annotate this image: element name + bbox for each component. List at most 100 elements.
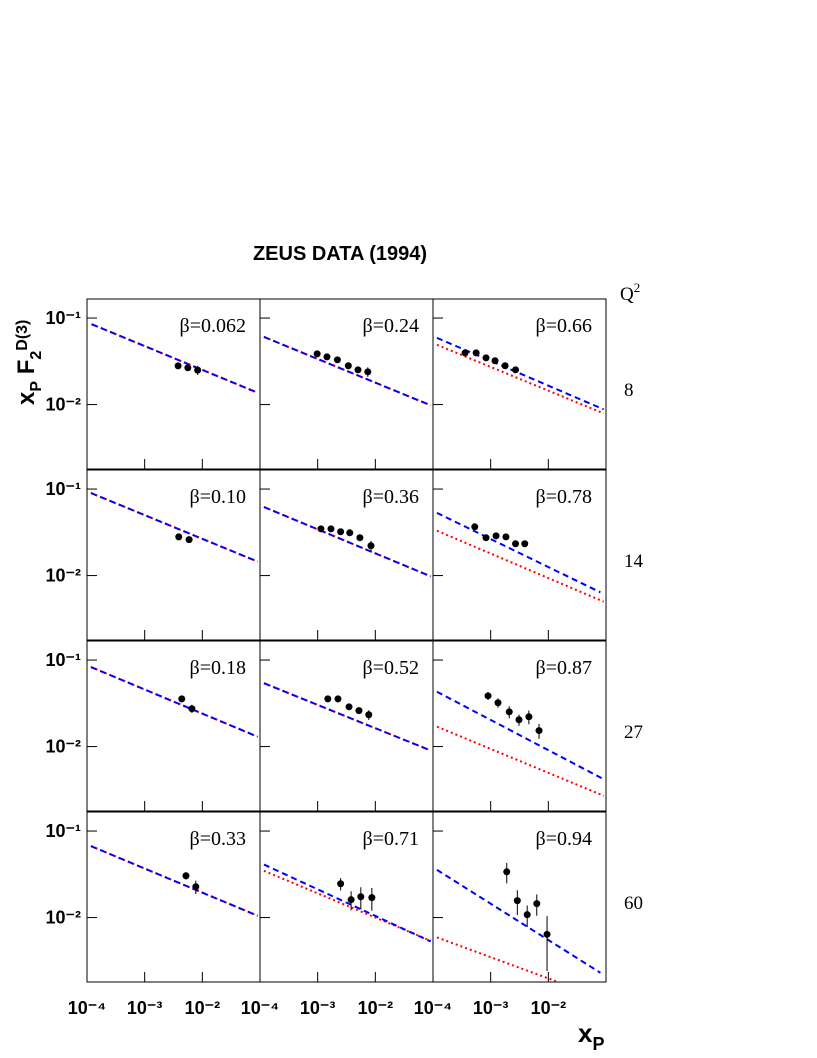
model-line — [263, 506, 432, 578]
y-label-part: x — [13, 391, 40, 405]
data-point — [174, 362, 182, 370]
models — [436, 690, 605, 797]
data-point — [327, 525, 335, 533]
panel: 10⁻⁴ 10⁻³ 10⁻² 10⁻² 10⁻¹ β=0.33 — [45, 811, 261, 1018]
panel: 10⁻² 10⁻¹ β=0.062 — [45, 298, 261, 470]
y-tick-label: 10⁻² — [45, 737, 81, 757]
panel-label: β=0.52 — [363, 657, 419, 679]
x-tick-label: 10⁻⁴ — [241, 998, 279, 1018]
data-point — [324, 695, 332, 703]
data-point — [505, 708, 513, 716]
x-tick-label: 10⁻³ — [127, 998, 163, 1018]
panel-label: β=0.87 — [536, 657, 592, 679]
y-label-part: 2 — [28, 351, 45, 360]
panel-label: β=0.24 — [363, 315, 419, 337]
panel-label: β=0.94 — [536, 828, 592, 850]
y-label-part: F — [13, 360, 40, 381]
data-point — [355, 707, 363, 715]
panel: β=0.52 — [259, 640, 434, 812]
data-point — [317, 525, 325, 533]
data-point — [525, 713, 533, 721]
data-point — [354, 366, 362, 374]
panel-frame — [432, 811, 607, 983]
models — [90, 845, 259, 917]
y-tick-label: 10⁻² — [45, 395, 81, 415]
x-tick-label: 10⁻³ — [473, 998, 509, 1018]
data-point — [492, 532, 500, 540]
data-point — [512, 366, 520, 374]
data-point — [185, 536, 193, 544]
data-point — [344, 362, 352, 370]
panel-label: β=0.71 — [363, 828, 419, 850]
data-point — [501, 362, 509, 370]
y-tick-label: 10⁻² — [45, 566, 81, 586]
models — [436, 512, 605, 603]
panel-label: β=0.18 — [190, 657, 246, 679]
models — [90, 492, 259, 563]
model-line — [263, 336, 432, 407]
data-point — [491, 357, 499, 365]
x-label-main: x — [578, 1018, 593, 1048]
data-point — [471, 523, 479, 531]
y-tick-label: 10⁻¹ — [45, 650, 81, 670]
panel: β=0.87 — [432, 640, 607, 812]
data-point — [313, 350, 321, 358]
data-point — [482, 534, 490, 542]
data-point — [521, 540, 529, 548]
panel-label: β=0.062 — [180, 315, 246, 337]
data-point — [513, 897, 521, 905]
models — [263, 863, 432, 943]
data-point — [365, 711, 373, 719]
model-line — [436, 936, 557, 982]
data-point — [178, 695, 186, 703]
data-point — [184, 364, 192, 372]
models — [263, 682, 432, 752]
data-point — [345, 703, 353, 711]
data-point — [347, 896, 355, 904]
x-tick-label: 10⁻² — [358, 998, 394, 1018]
data-point — [323, 353, 331, 361]
model-line — [436, 725, 605, 797]
data-point — [367, 542, 375, 550]
panel: 10⁻⁴ 10⁻³ 10⁻² β=0.94 — [414, 811, 607, 1018]
q2-value: 14 — [624, 551, 644, 572]
panel: β=0.24 — [259, 298, 434, 470]
data-point — [461, 349, 469, 357]
model-line — [90, 666, 259, 738]
panel: β=0.66 — [432, 298, 607, 470]
data-point — [333, 356, 341, 364]
data-point — [364, 368, 372, 376]
model-line — [436, 512, 601, 594]
data-point — [523, 911, 531, 919]
models — [263, 336, 432, 407]
data-point — [346, 529, 354, 537]
models — [436, 336, 605, 415]
data-point — [192, 883, 200, 891]
panel-label: β=0.10 — [190, 486, 246, 508]
data-point — [512, 540, 520, 548]
model-line — [263, 869, 432, 942]
panel: 10⁻² 10⁻¹ β=0.18 — [45, 640, 261, 812]
data-point — [337, 880, 345, 888]
y-tick-label: 10⁻¹ — [45, 821, 81, 841]
x-tick-label: 10⁻³ — [300, 998, 336, 1018]
x-tick-label: 10⁻² — [531, 998, 567, 1018]
panel: 10⁻⁴ 10⁻³ 10⁻² β=0.71 — [241, 811, 434, 1018]
data-point — [188, 705, 196, 713]
data-point — [503, 868, 511, 876]
data-point — [533, 900, 541, 908]
panel: β=0.78 — [432, 469, 607, 641]
panel-frame — [432, 298, 607, 470]
models — [263, 506, 432, 578]
q2-label-main: Q — [620, 284, 634, 305]
panel-frame — [432, 640, 607, 812]
model-line — [90, 492, 259, 563]
data-point — [175, 533, 183, 541]
y-tick-label: 10⁻¹ — [45, 479, 81, 499]
data-point — [543, 930, 551, 938]
data-point — [535, 727, 543, 735]
q2-value: 27 — [624, 722, 643, 743]
y-label-part: P — [28, 381, 45, 392]
models — [90, 666, 259, 738]
